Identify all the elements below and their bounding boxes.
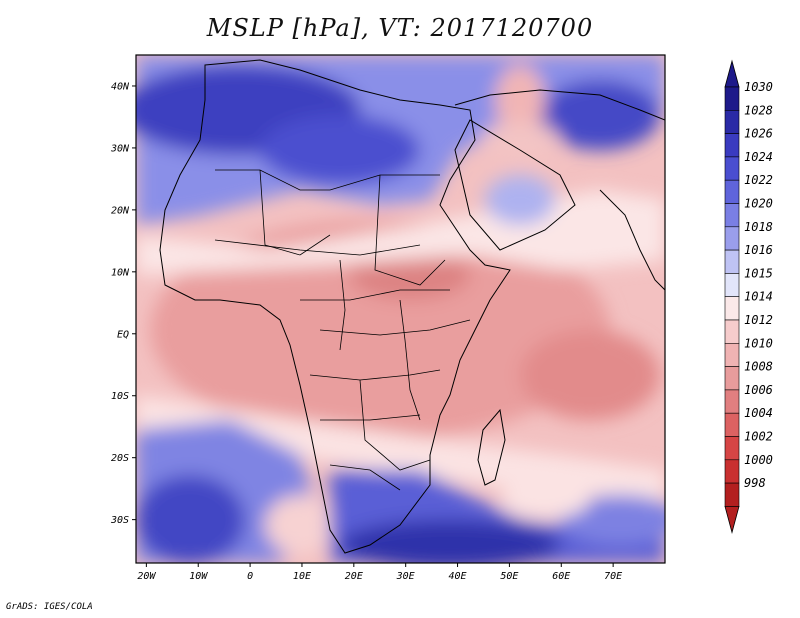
- colorbar-swatch: [724, 366, 740, 391]
- lat-tick-label: 40N: [111, 81, 130, 92]
- colorbar-label: 1028: [744, 103, 773, 117]
- lat-tick-label: 30N: [110, 143, 130, 154]
- pressure-field: [136, 55, 665, 563]
- lon-tick-label: 10W: [189, 571, 208, 582]
- colorbar: 1030 1028 1026 1024 1022 1020 1018 1016 1015 1014…: [724, 59, 773, 534]
- lon-tick-label: 20E: [345, 571, 363, 582]
- lon-tick-label: 10E: [293, 571, 311, 582]
- colorbar-bottom-arrow: [724, 505, 740, 534]
- colorbar-swatch: [724, 436, 740, 461]
- lat-tick-label: 20N: [111, 205, 130, 216]
- colorbar-label: 998: [744, 476, 766, 490]
- madagascar-coastline: [477, 408, 506, 486]
- country-borders: [214, 169, 471, 491]
- colorbar-swatch: [724, 319, 740, 344]
- lat-tick-label: EQ: [117, 329, 129, 340]
- lat-tick-label: 10S: [111, 391, 129, 402]
- lon-tick-label: 0: [247, 571, 253, 582]
- lon-tick-label: 50E: [500, 571, 518, 582]
- colorbar-swatch: [724, 342, 740, 367]
- lon-tick-label: 70E: [604, 571, 622, 582]
- arabia-coastline: [454, 119, 576, 251]
- coastlines: [159, 59, 665, 554]
- colorbar-label: 1022: [744, 173, 773, 187]
- colorbar-label: 1030: [744, 80, 773, 94]
- colorbar-swatch: [724, 273, 740, 297]
- lon-tick-label: 60E: [552, 571, 570, 582]
- colorbar-top-arrow: [724, 59, 740, 88]
- colorbar-label: 1015: [744, 266, 773, 280]
- colorbar-label: 1010: [744, 336, 773, 350]
- colorbar-label: 1014: [744, 290, 773, 304]
- lat-tick-label: 10N: [111, 267, 130, 278]
- colorbar-label: 1000: [744, 453, 773, 467]
- colorbar-swatch: [724, 296, 740, 321]
- colorbar-label: 1004: [744, 406, 773, 420]
- lon-tick-label: 20W: [137, 571, 156, 582]
- colorbar-swatch: [724, 133, 740, 158]
- colorbar-swatch: [724, 156, 740, 181]
- colorbar-label: 1016: [744, 243, 773, 257]
- colorbar-label: 1008: [744, 360, 773, 374]
- colorbar-label: 1026: [744, 127, 773, 141]
- lat-tick-label: 20S: [111, 453, 129, 464]
- map-title: MSLP [hPa], VT: 2017120700: [206, 14, 594, 42]
- colorbar-swatch: [724, 86, 740, 111]
- colorbar-label: 1024: [744, 150, 773, 164]
- colorbar-swatch: [724, 412, 740, 437]
- lat-tick-label: 30S: [110, 515, 129, 526]
- colorbar-swatch: [724, 249, 740, 274]
- colorbar-swatch: [724, 226, 740, 251]
- lon-tick-label: 40E: [449, 571, 467, 582]
- colorbar-label: 1006: [744, 383, 773, 397]
- colorbar-swatch: [724, 110, 740, 134]
- colorbar-swatch: [724, 179, 740, 204]
- colorbar-label: 1012: [744, 313, 773, 327]
- credit-label: GrADS: IGES/COLA: [6, 602, 93, 612]
- eurasia-coastline: [454, 89, 665, 121]
- africa-coastline: [159, 59, 511, 554]
- colorbar-label: 1018: [744, 220, 773, 234]
- lon-tick-label: 30E: [396, 571, 415, 582]
- colorbar-label: 1020: [744, 197, 773, 211]
- colorbar-swatch: [724, 482, 740, 507]
- map-axes: 20W 10W 0 10E 20E 30E 40E 50E 60E 70E 40N 30N 20N 10N…: [110, 81, 622, 582]
- map-frame: [135, 54, 666, 564]
- colorbar-swatch: [724, 389, 740, 414]
- india-coastline: [599, 189, 665, 291]
- colorbar-swatch: [724, 203, 740, 228]
- colorbar-label: 1002: [744, 430, 773, 444]
- colorbar-swatch: [724, 459, 740, 484]
